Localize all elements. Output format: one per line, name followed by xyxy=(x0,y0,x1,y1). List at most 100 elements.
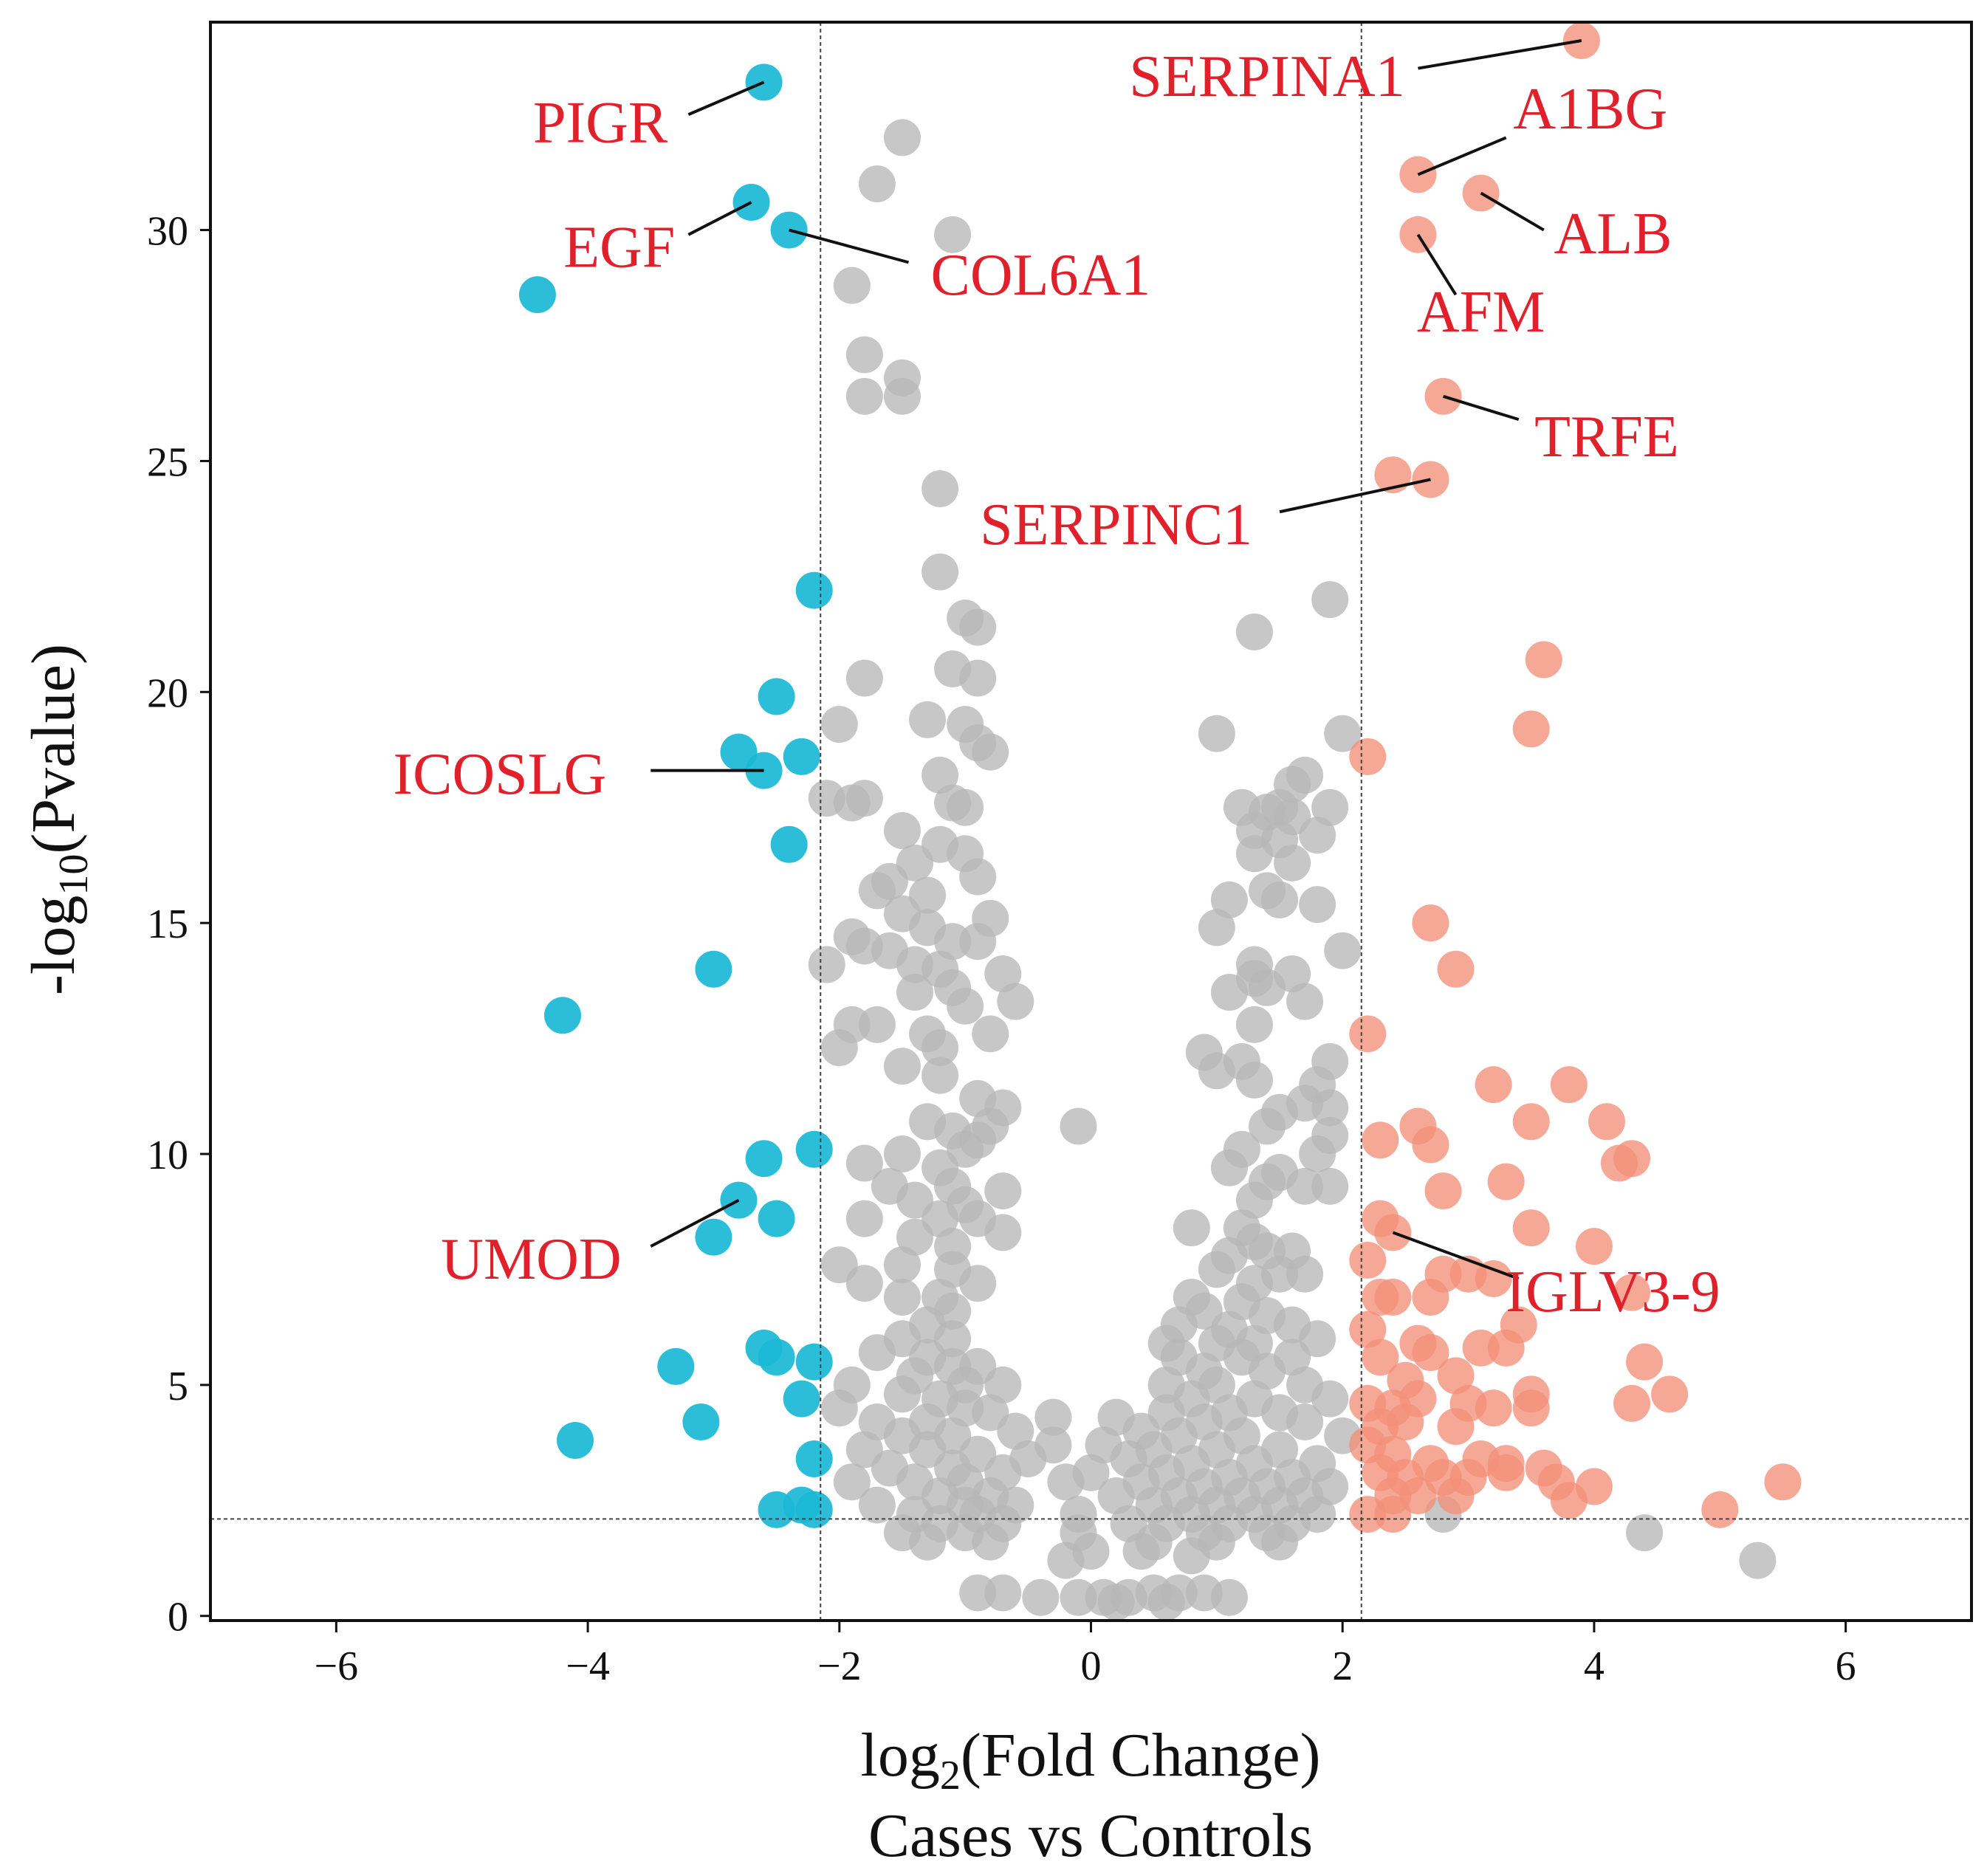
data-point-up xyxy=(1764,1463,1802,1501)
data-point-ns xyxy=(845,1265,883,1302)
data-point-ns xyxy=(959,858,997,896)
data-point-up xyxy=(1412,1126,1449,1164)
annotation-leader-line xyxy=(650,1198,740,1248)
gene-label: ICOSLG xyxy=(393,742,606,807)
data-point-ns xyxy=(883,812,921,850)
data-point-ns xyxy=(883,377,921,415)
gene-label: EGF xyxy=(563,216,675,281)
data-point-down xyxy=(557,1421,594,1459)
gene-label: ALB xyxy=(1554,202,1672,267)
data-point-ns xyxy=(1274,844,1311,882)
gene-label: AFM xyxy=(1417,280,1545,345)
gene-label: COL6A1 xyxy=(930,243,1150,308)
x-tick-label: −6 xyxy=(315,1643,359,1689)
data-point-up xyxy=(1550,1066,1588,1104)
data-point-up xyxy=(1512,1209,1550,1247)
data-point-ns xyxy=(959,659,997,697)
data-point-ns xyxy=(922,553,959,591)
data-point-ns xyxy=(984,1172,1022,1210)
data-point-down xyxy=(758,1339,795,1376)
annotation-leader-line xyxy=(1279,478,1431,514)
data-point-ns xyxy=(858,872,896,910)
data-point-down xyxy=(758,678,795,715)
data-point-ns xyxy=(947,788,984,826)
x-axis-title-rest: (Fold Change) xyxy=(961,1721,1321,1790)
data-point-ns xyxy=(922,1056,959,1094)
data-point-ns xyxy=(984,1574,1022,1612)
data-point-ns xyxy=(922,756,959,794)
x-axis-title-base: log xyxy=(861,1721,940,1790)
data-point-up xyxy=(1588,1103,1625,1141)
data-point-up xyxy=(1512,710,1550,748)
data-point-ns xyxy=(1286,983,1324,1020)
data-point-ns xyxy=(1324,932,1362,969)
data-point-ns xyxy=(1311,1089,1349,1127)
gene-label: PIGR xyxy=(533,91,668,156)
y-tick-label: 10 xyxy=(147,1133,188,1178)
data-point-ns xyxy=(1198,1052,1235,1090)
data-point-ns xyxy=(1147,1583,1185,1621)
annotation-leader-line xyxy=(1417,136,1507,176)
data-point-ns xyxy=(959,1265,997,1302)
y-tick-label: 20 xyxy=(147,670,188,716)
data-point-ns xyxy=(820,1029,858,1067)
y-tick-label: 5 xyxy=(168,1364,188,1409)
data-point-up xyxy=(1613,1274,1651,1311)
gene-label: TRFE xyxy=(1534,405,1679,470)
data-point-up xyxy=(1651,1375,1689,1413)
data-point-down xyxy=(695,950,732,988)
data-point-up xyxy=(1437,1408,1475,1446)
data-point-ns xyxy=(984,955,1022,992)
data-point-ns xyxy=(1299,817,1336,854)
data-point-ns xyxy=(1122,1533,1160,1570)
data-point-down xyxy=(518,276,556,314)
data-point-ns xyxy=(820,706,858,743)
x-tick-label: 0 xyxy=(1081,1643,1102,1689)
data-point-ns xyxy=(883,119,921,157)
x-tick-label: 6 xyxy=(1836,1643,1856,1689)
x-tick-label: 2 xyxy=(1332,1643,1353,1689)
annotation-leader-line xyxy=(789,228,910,264)
y-axis-title: -log10(Pvalue) xyxy=(19,644,97,995)
data-point-up xyxy=(1626,1343,1664,1381)
data-point-ns xyxy=(922,1029,959,1067)
data-point-ns xyxy=(972,733,1009,771)
data-point-down xyxy=(695,1218,732,1256)
annotation-leader-line xyxy=(687,201,752,236)
data-point-ns xyxy=(833,267,871,304)
data-point-ns xyxy=(883,1048,921,1085)
data-point-ns xyxy=(845,659,883,697)
data-point-ns xyxy=(845,1200,883,1237)
data-point-ns xyxy=(833,784,871,822)
annotation-leader-line xyxy=(1392,1231,1520,1280)
data-point-ns xyxy=(997,983,1034,1020)
data-point-ns xyxy=(858,1334,896,1372)
data-point-up xyxy=(1437,1357,1475,1395)
data-point-ns xyxy=(1210,1578,1248,1616)
data-point-ns xyxy=(1249,1107,1286,1145)
data-point-ns xyxy=(1198,1251,1235,1288)
data-point-ns xyxy=(1311,1380,1349,1418)
data-point-up xyxy=(1387,1403,1424,1440)
data-point-ns xyxy=(1198,715,1235,752)
data-point-ns xyxy=(984,1214,1022,1251)
data-point-up xyxy=(1362,1339,1399,1376)
data-point-ns xyxy=(808,946,845,983)
data-point-ns xyxy=(1235,613,1273,650)
data-point-ns xyxy=(959,608,997,646)
data-point-ns xyxy=(934,216,972,253)
data-point-ns xyxy=(1047,1542,1085,1579)
data-point-ns xyxy=(1034,1398,1072,1436)
gene-label: IGLV3-9 xyxy=(1506,1260,1720,1324)
data-point-ns xyxy=(1286,1255,1324,1293)
data-point-down xyxy=(544,997,581,1034)
data-point-up xyxy=(1487,1329,1525,1367)
data-point-up xyxy=(1437,1477,1475,1515)
y-axis-title-prefix: -log xyxy=(19,896,88,995)
data-point-ns xyxy=(883,1246,921,1284)
data-point-ns xyxy=(1047,1463,1085,1501)
data-point-ns xyxy=(1210,881,1248,918)
y-tick-label: 15 xyxy=(147,901,188,947)
data-point-ns xyxy=(1249,1353,1286,1390)
data-point-down xyxy=(795,1440,833,1477)
